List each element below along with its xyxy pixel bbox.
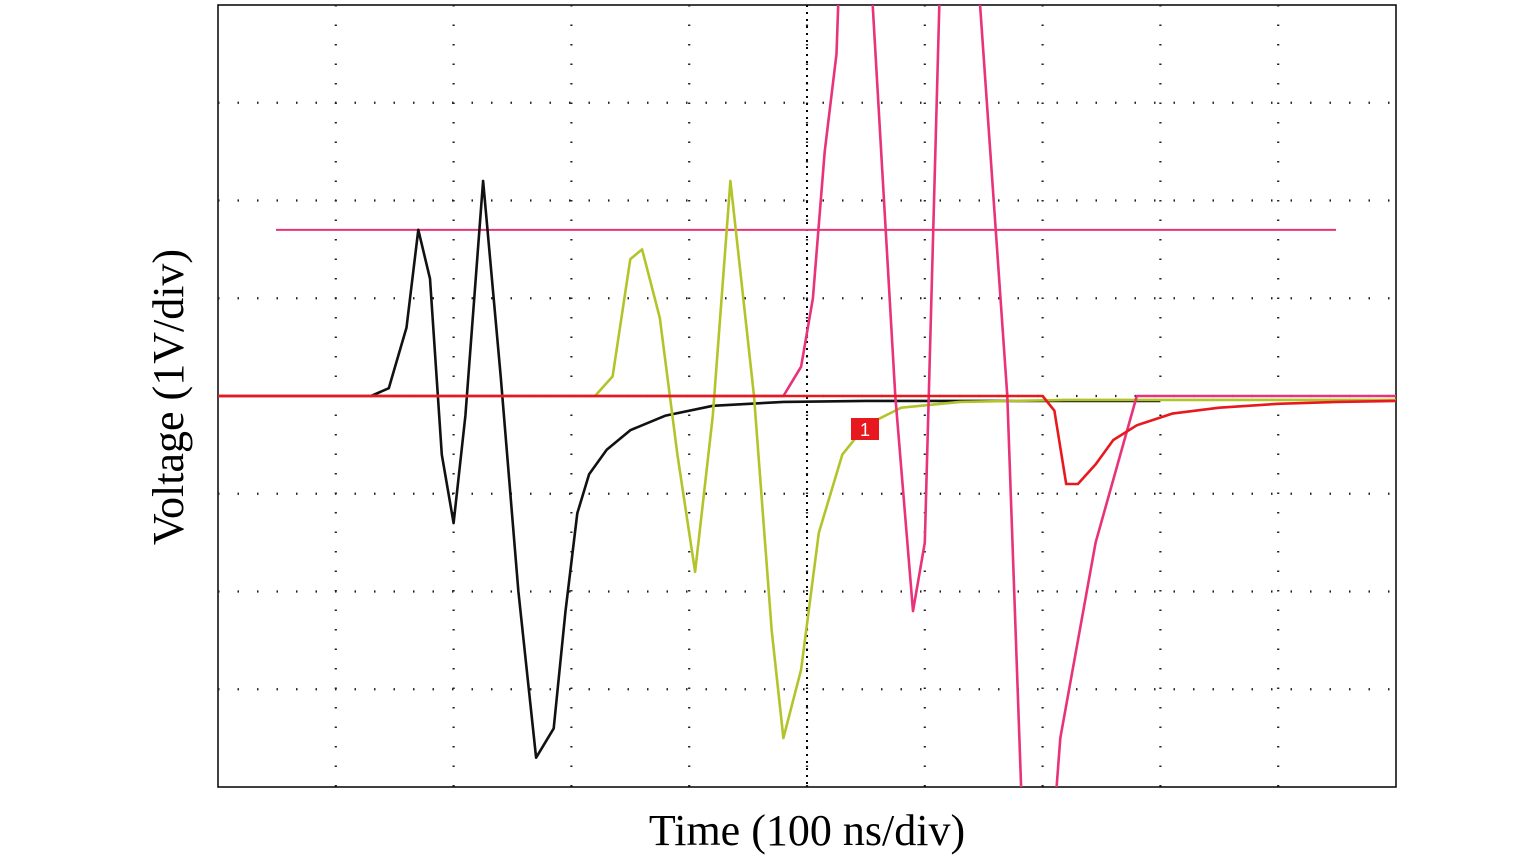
series-line-4 (218, 394, 1396, 486)
trigger-marker: 1 (851, 418, 879, 440)
series-line-3 (218, 5, 1396, 787)
y-axis-label: Voltage (1V/div) (144, 249, 193, 545)
trigger-marker-box (851, 418, 879, 440)
series-line-1 (218, 179, 1161, 759)
series-line-2 (218, 179, 1396, 740)
x-axis-label: Time (100 ns/div) (649, 806, 965, 855)
trigger-marker-label: 1 (860, 420, 870, 440)
series-layer (218, 5, 1396, 787)
